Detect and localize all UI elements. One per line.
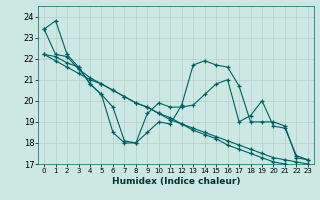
- X-axis label: Humidex (Indice chaleur): Humidex (Indice chaleur): [112, 177, 240, 186]
